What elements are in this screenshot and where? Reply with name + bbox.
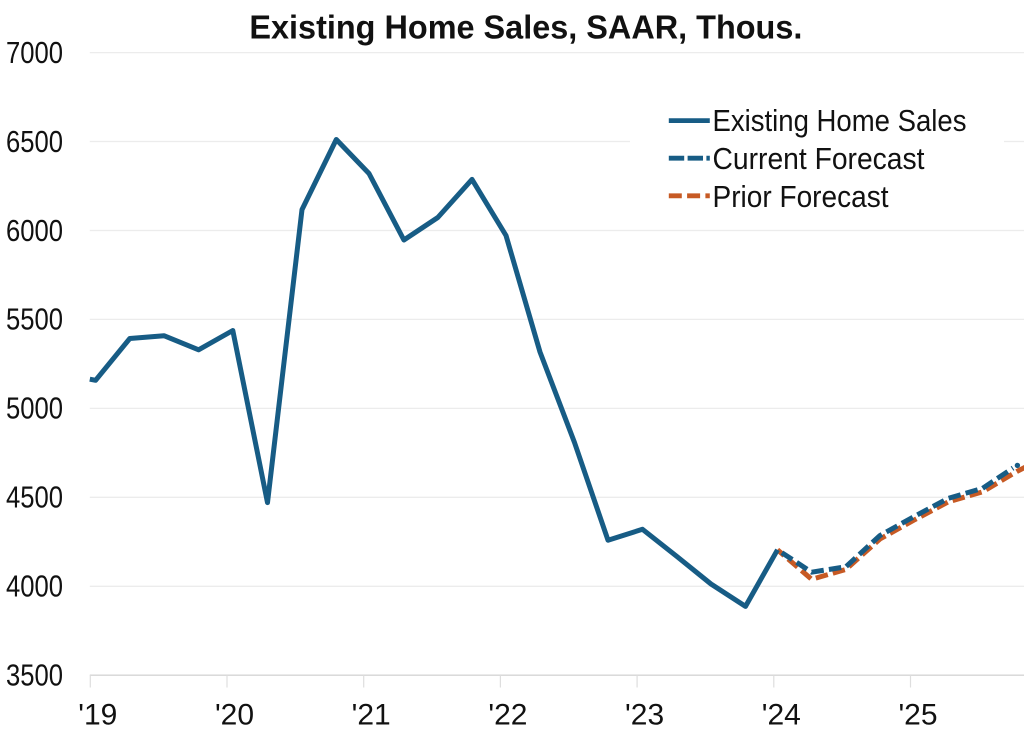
svg-text:'24: '24 <box>762 698 801 731</box>
svg-text:Existing Home Sales, SAAR, Tho: Existing Home Sales, SAAR, Thous. <box>249 9 802 46</box>
svg-text:4000: 4000 <box>6 570 63 604</box>
svg-text:7000: 7000 <box>6 36 63 70</box>
svg-text:5500: 5500 <box>6 303 63 337</box>
svg-text:Existing Home Sales: Existing Home Sales <box>713 103 967 138</box>
svg-text:6000: 6000 <box>6 214 63 248</box>
svg-text:'21: '21 <box>352 698 391 731</box>
svg-text:Prior Forecast: Prior Forecast <box>713 179 889 214</box>
svg-text:'19: '19 <box>78 698 117 731</box>
svg-text:'20: '20 <box>215 698 254 731</box>
svg-text:Current Forecast: Current Forecast <box>713 141 925 176</box>
svg-text:6500: 6500 <box>6 125 63 159</box>
svg-text:'25: '25 <box>898 698 937 731</box>
svg-text:3500: 3500 <box>6 659 63 693</box>
svg-text:5000: 5000 <box>6 392 63 426</box>
svg-text:'22: '22 <box>488 698 527 731</box>
svg-text:'23: '23 <box>625 698 664 731</box>
svg-text:4500: 4500 <box>6 481 63 515</box>
